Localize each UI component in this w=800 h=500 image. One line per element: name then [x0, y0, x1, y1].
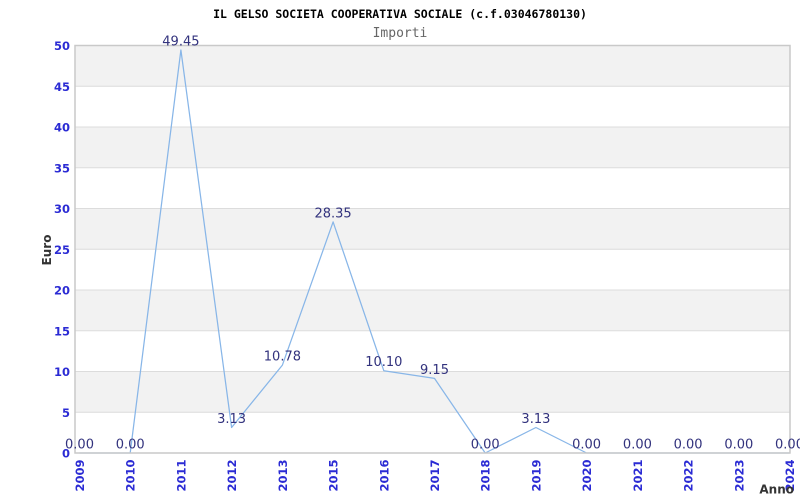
x-tick-label: 2022 — [682, 460, 696, 492]
point-value-label: 0.00 — [623, 438, 652, 453]
x-tick-label: 2016 — [377, 460, 391, 492]
point-value-label: 0.00 — [674, 438, 703, 453]
y-tick-label: 40 — [54, 121, 70, 135]
y-tick-label: 5 — [62, 406, 70, 420]
x-tick-label: 2024 — [783, 460, 797, 492]
y-tick-label: 15 — [54, 324, 70, 338]
x-tick-label: 2017 — [428, 460, 442, 492]
point-value-label: 0.00 — [724, 438, 753, 453]
y-axis-title: Euro — [40, 235, 54, 266]
point-value-label: 3.13 — [521, 412, 550, 427]
point-value-label: 10.78 — [264, 350, 301, 365]
point-value-label: 3.13 — [217, 412, 246, 427]
point-value-label: 28.35 — [314, 206, 351, 221]
x-tick-label: 2021 — [631, 460, 645, 492]
grid-band — [75, 208, 790, 250]
point-value-label: 0.00 — [572, 438, 601, 453]
point-value-label: 9.15 — [420, 363, 449, 378]
x-tick-label: 2011 — [174, 460, 188, 492]
x-tick-label: 2012 — [225, 460, 239, 492]
grid-band — [75, 127, 790, 168]
x-axis-title: Anno — [759, 483, 794, 497]
point-value-label: 10.10 — [365, 355, 402, 370]
x-tick-label: 2013 — [276, 460, 290, 492]
grid-band — [75, 45, 790, 87]
x-tick-label: 2018 — [479, 460, 493, 492]
y-tick-label: 35 — [54, 161, 70, 175]
point-value-label: 0.00 — [471, 438, 500, 453]
y-tick-label: 10 — [54, 365, 70, 379]
y-tick-label: 25 — [54, 243, 70, 257]
point-value-label: 0.00 — [775, 438, 800, 453]
point-value-label: 0.00 — [65, 438, 94, 453]
x-tick-label: 2020 — [580, 460, 594, 492]
chart-title: IL GELSO SOCIETA COOPERATIVA SOCIALE (c.… — [213, 7, 587, 21]
y-tick-label: 20 — [54, 284, 70, 298]
point-value-label: 0.00 — [116, 438, 145, 453]
x-tick-label: 2015 — [327, 460, 341, 492]
y-tick-label: 30 — [54, 202, 70, 216]
y-tick-label: 0 — [62, 447, 70, 461]
x-tick-label: 2019 — [529, 460, 543, 492]
x-tick-label: 2010 — [124, 460, 138, 492]
chart-subtitle: Importi — [372, 26, 428, 41]
x-tick-label: 2023 — [732, 460, 746, 492]
grid-band — [75, 290, 790, 331]
point-value-label: 49.45 — [162, 35, 199, 50]
plot-frame — [74, 44, 791, 454]
y-tick-label: 45 — [54, 80, 70, 94]
y-tick-label: 50 — [54, 39, 70, 53]
x-tick-label: 2009 — [73, 460, 87, 492]
